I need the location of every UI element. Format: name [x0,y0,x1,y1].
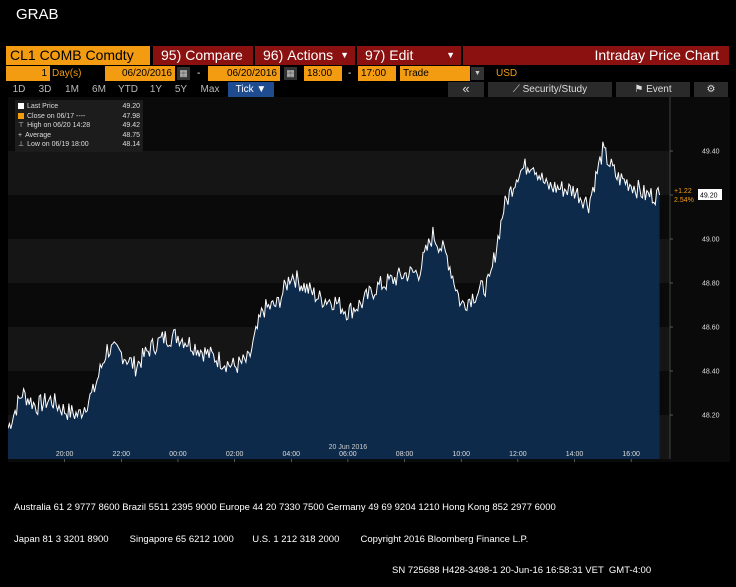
change-label: +1.22 [674,188,692,195]
currency-label[interactable]: USD [496,68,518,79]
y-tick-label: 49.40 [702,149,720,156]
compare-button[interactable]: 95) Compare [153,46,253,65]
chevron-down-icon[interactable]: ▼ [471,67,484,80]
calendar-icon[interactable]: ▦ [284,67,297,80]
down-arrow-icon: ⊥ [18,141,25,148]
footer-contacts: Australia 61 2 9777 8600 Brazil 5511 239… [14,482,651,587]
y-tick-label: 49.00 [702,237,720,244]
period-value[interactable]: 1 [6,66,50,81]
legend-previous-close: Close on 06/17 ---- 47.98 [18,112,140,122]
actions-label: Actions [287,47,334,63]
period-unit[interactable]: Day(s) [52,68,82,79]
start-date-field[interactable]: 06/20/2016 [105,66,175,81]
event-label: Event [646,84,672,95]
tab-ytd[interactable]: YTD [118,84,138,95]
chart-title: Intraday Price Chart [463,46,729,65]
last-price-box: 49.20 [698,189,722,200]
legend-high: ⊤ High on 06/20 14:28 49.42 [18,122,140,129]
chart-icon: ⟋ [512,84,523,95]
x-tick-label: 06:00 [339,451,357,458]
legend-last-price: Last Price 49.20 [18,102,140,112]
tick-button[interactable]: Tick ▼ [228,82,274,97]
x-tick-label: 14:00 [566,451,584,458]
tab-1y[interactable]: 1Y [149,84,163,95]
x-tick-label: 08:00 [396,451,414,458]
footer-line-1: Australia 61 2 9777 8600 Brazil 5511 239… [14,502,556,513]
end-date-field[interactable]: 06/20/2016 [208,66,280,81]
edit-dropdown-icon: ▼ [446,50,455,60]
up-arrow-icon: ⊤ [18,122,25,129]
window-title: GRAB [16,6,59,23]
legend-low: ⊥ Low on 06/19 18:00 48.14 [18,141,140,148]
actions-number: 96) [263,47,284,63]
plus-icon: + [18,131,23,139]
price-line [8,141,660,429]
tab-1m[interactable]: 1M [65,84,79,95]
last-price-label: 49.20 [700,193,718,200]
price-area-fill [8,141,660,460]
tab-6m[interactable]: 6M [92,84,106,95]
x-tick-label: 02:00 [226,451,244,458]
legend-average: + Average 48.75 [18,131,140,139]
security-study-label: Security/Study [522,84,588,95]
event-type-select[interactable]: Trade [400,66,470,81]
footer-line-2: Japan 81 3 3201 8900 Singapore 65 6212 1… [14,533,529,545]
x-tick-label: 04:00 [282,451,300,458]
end-time-field[interactable]: 17:00 [358,66,396,81]
x-tick-label: 12:00 [509,451,527,458]
edit-label: Edit [389,47,414,63]
x-tick-label: 10:00 [452,451,470,458]
gear-icon[interactable]: ⚙ [694,82,728,97]
tab-1d[interactable]: 1D [12,84,26,95]
x-tick-label: 22:00 [113,451,131,458]
y-tick-label: 48.80 [702,281,720,288]
change-pct-label: 2.54% [674,197,694,204]
actions-dropdown-icon: ▼ [340,50,349,60]
x-tick-label: 16:00 [622,451,640,458]
y-tick-label: 48.60 [702,325,720,332]
time-separator: - [348,68,352,79]
actions-button[interactable]: 96) Actions ▼ [255,46,355,65]
edit-button[interactable]: 97) Edit ▼ [357,46,461,65]
date-separator: - [197,68,201,79]
y-tick-label: 48.40 [702,369,720,376]
tab-max[interactable]: Max [200,84,220,95]
tab-5y[interactable]: 5Y [174,84,188,95]
back-button[interactable]: « [448,82,484,97]
security-study-button[interactable]: ⟋ Security/Study [488,82,612,97]
edit-number: 97) [365,47,386,63]
compare-number: 95) [161,47,182,63]
x-tick-label: 20:00 [56,451,74,458]
footer-line-3: SN 725688 H428-3498-1 20-Jun-16 16:58:31… [392,565,652,576]
flag-icon: ⚑ [634,84,647,95]
calendar-icon[interactable]: ▦ [177,67,190,80]
event-button[interactable]: ⚑ Event [616,82,690,97]
date-label: 20 Jun 2016 [329,444,368,451]
compare-label: Compare [185,47,243,63]
ticker-field[interactable]: CL1 COMB Comdty [6,46,150,65]
start-time-field[interactable]: 18:00 [304,66,342,81]
y-tick-label: 48.20 [702,413,720,420]
x-tick-label: 00:00 [169,451,187,458]
chart-legend: Last Price 49.20 Close on 06/17 ---- 47.98… [15,100,143,152]
price-chart[interactable]: 48.20 48.40 48.60 48.80 49.00 49.20 49.40 20:0… [8,97,730,462]
grid-band [8,151,670,195]
tab-3d[interactable]: 3D [38,84,52,95]
